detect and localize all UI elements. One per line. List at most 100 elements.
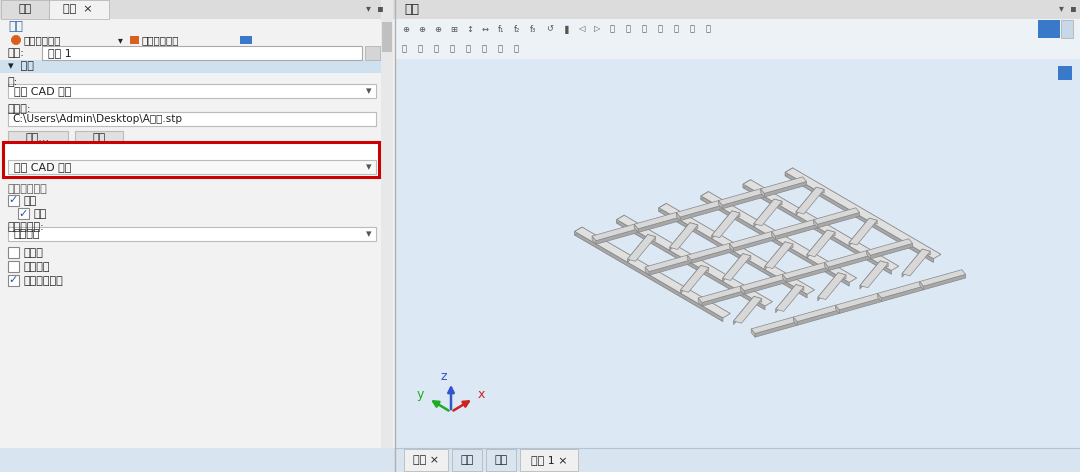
Polygon shape	[743, 180, 751, 188]
Polygon shape	[701, 192, 856, 282]
Polygon shape	[878, 281, 923, 298]
Text: ▾: ▾	[366, 229, 372, 239]
Polygon shape	[723, 194, 765, 209]
Polygon shape	[824, 262, 828, 271]
Bar	[396, 19, 1080, 39]
Polygon shape	[687, 255, 691, 263]
Polygon shape	[774, 199, 782, 205]
Text: ⬜: ⬜	[626, 25, 631, 34]
Polygon shape	[723, 253, 751, 280]
Text: 导入: 导入	[8, 20, 23, 34]
Polygon shape	[785, 168, 941, 259]
Polygon shape	[881, 286, 923, 302]
FancyBboxPatch shape	[8, 195, 19, 206]
Polygon shape	[649, 260, 691, 275]
Polygon shape	[902, 249, 922, 277]
Polygon shape	[765, 242, 793, 269]
Text: 日志: 日志	[495, 455, 508, 465]
Polygon shape	[659, 203, 666, 211]
Polygon shape	[818, 273, 846, 300]
Bar	[0, 60, 381, 73]
Polygon shape	[782, 262, 828, 279]
Polygon shape	[818, 273, 838, 301]
Text: ▐: ▐	[562, 25, 568, 34]
FancyBboxPatch shape	[8, 131, 68, 145]
Text: 构建选定对象: 构建选定对象	[23, 35, 60, 45]
Bar	[130, 36, 139, 44]
Polygon shape	[575, 231, 723, 321]
Polygon shape	[592, 236, 596, 244]
Polygon shape	[690, 223, 698, 228]
Polygon shape	[869, 218, 877, 224]
Polygon shape	[698, 286, 744, 303]
Polygon shape	[659, 203, 814, 294]
Polygon shape	[771, 231, 775, 240]
Polygon shape	[680, 265, 701, 294]
Text: z: z	[441, 371, 447, 383]
Polygon shape	[575, 227, 730, 318]
Polygon shape	[752, 317, 797, 334]
Text: ↺: ↺	[546, 25, 553, 34]
Text: ⬜: ⬜	[402, 44, 407, 53]
Bar	[396, 59, 1080, 448]
Polygon shape	[807, 230, 835, 257]
Polygon shape	[796, 187, 824, 214]
Polygon shape	[645, 255, 691, 271]
Polygon shape	[786, 267, 828, 283]
Polygon shape	[575, 227, 582, 235]
Polygon shape	[765, 242, 785, 270]
Bar	[3, 142, 379, 177]
Polygon shape	[743, 253, 751, 260]
Polygon shape	[712, 211, 732, 239]
Text: ▾: ▾	[366, 86, 372, 96]
Polygon shape	[680, 205, 723, 220]
Polygon shape	[880, 261, 888, 267]
Polygon shape	[824, 251, 870, 267]
Polygon shape	[860, 261, 880, 289]
Polygon shape	[676, 201, 723, 217]
Polygon shape	[733, 296, 761, 323]
Polygon shape	[922, 249, 930, 255]
Text: ▾  导入: ▾ 导入	[8, 61, 33, 71]
Text: f₃: f₃	[530, 25, 537, 34]
Text: 浏览...: 浏览...	[26, 133, 50, 143]
Polygon shape	[729, 244, 733, 252]
FancyBboxPatch shape	[42, 46, 362, 60]
Text: 图形: 图形	[404, 3, 419, 16]
Text: ⬜: ⬜	[690, 25, 696, 34]
Polygon shape	[785, 242, 793, 248]
Polygon shape	[760, 177, 807, 194]
Polygon shape	[634, 224, 638, 233]
Text: ⊕: ⊕	[434, 25, 441, 34]
Polygon shape	[627, 235, 648, 263]
Polygon shape	[836, 305, 839, 313]
Polygon shape	[752, 329, 755, 337]
Bar	[1058, 66, 1072, 80]
Text: ⬜: ⬜	[465, 44, 471, 53]
Polygon shape	[743, 184, 891, 274]
Text: ⊕: ⊕	[402, 25, 409, 34]
Text: ⬜: ⬜	[434, 44, 438, 53]
Polygon shape	[733, 296, 754, 325]
Text: ⊕: ⊕	[418, 25, 426, 34]
Polygon shape	[617, 215, 772, 306]
Text: 文件名:: 文件名:	[8, 104, 31, 114]
Polygon shape	[796, 285, 804, 290]
Bar	[396, 39, 1080, 59]
Text: 导入 1: 导入 1	[48, 48, 71, 58]
Polygon shape	[765, 182, 807, 197]
FancyBboxPatch shape	[8, 275, 19, 286]
Text: 属性  ×: 属性 ×	[64, 5, 93, 15]
Polygon shape	[760, 189, 765, 197]
Polygon shape	[838, 273, 846, 278]
Polygon shape	[592, 224, 638, 241]
Polygon shape	[818, 212, 860, 228]
Polygon shape	[849, 218, 877, 245]
Polygon shape	[754, 296, 761, 302]
Polygon shape	[638, 217, 680, 233]
Polygon shape	[718, 201, 723, 209]
Polygon shape	[796, 187, 816, 215]
Polygon shape	[645, 267, 649, 275]
Bar	[404, 449, 448, 471]
Polygon shape	[754, 199, 782, 226]
